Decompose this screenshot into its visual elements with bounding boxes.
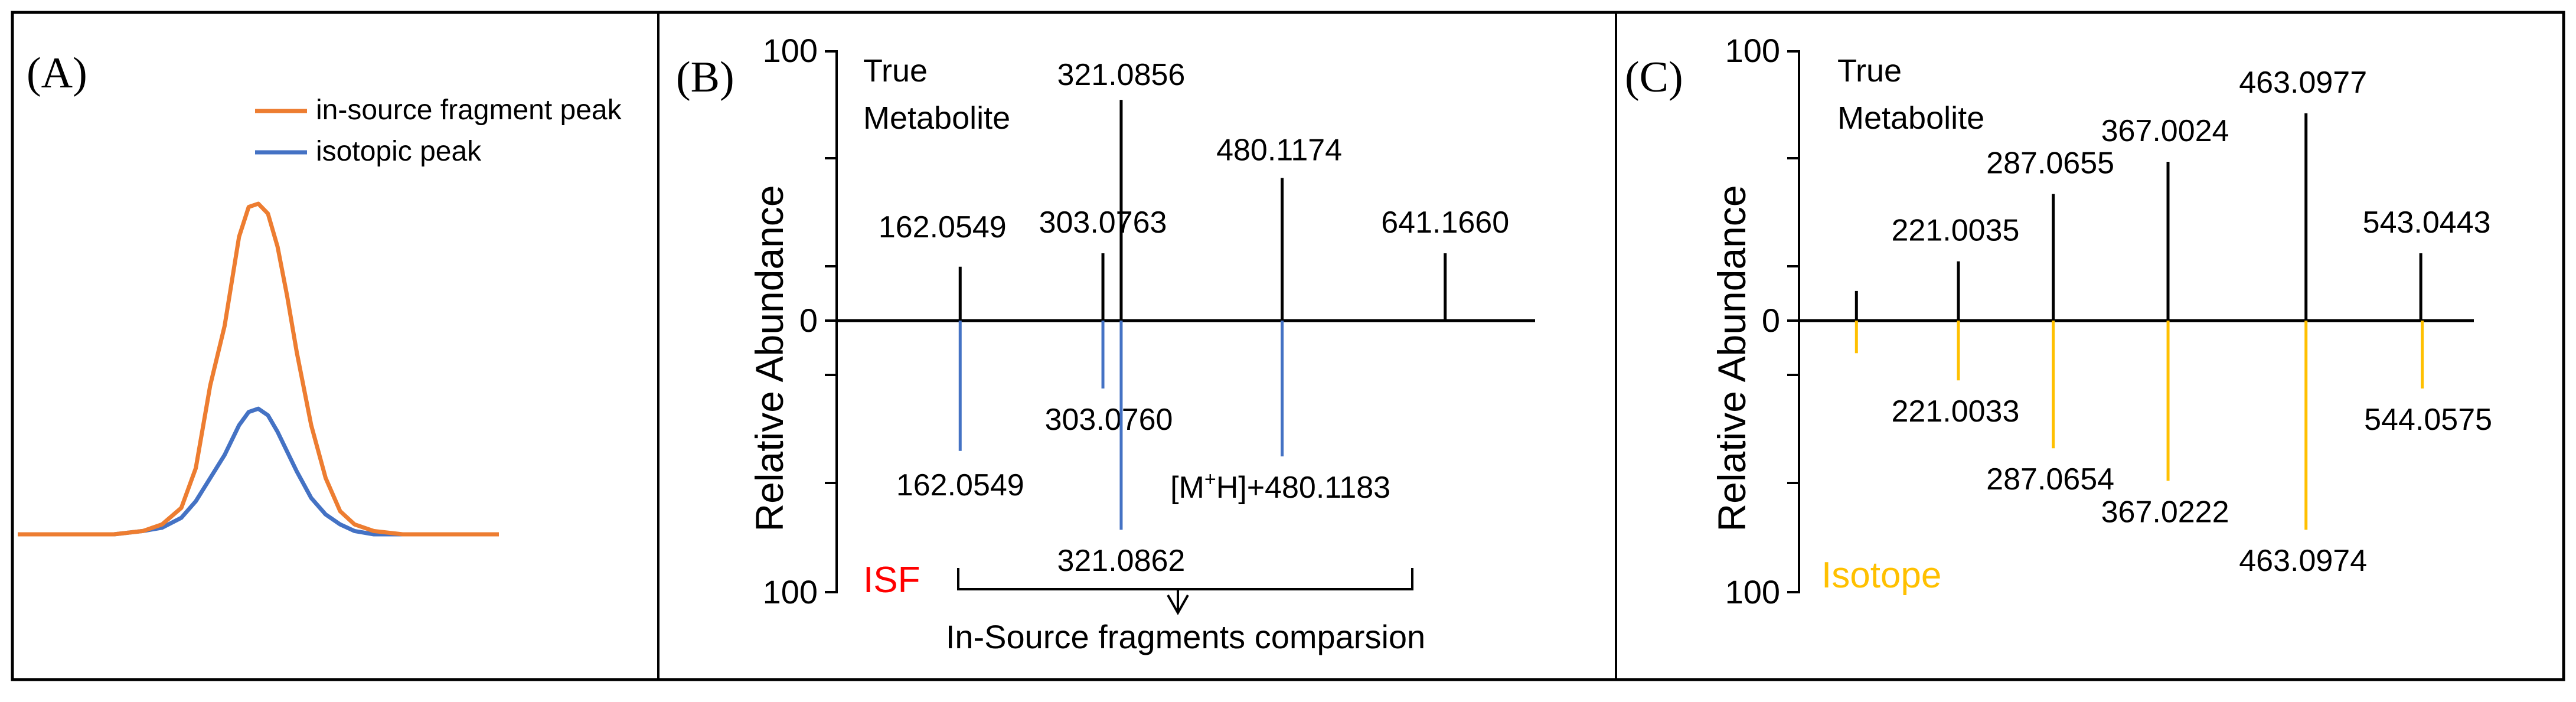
panel-c-tick-label-top: 100 [1725, 32, 1780, 69]
panel-b-y-axis-label: Relative Abundance [747, 185, 791, 531]
panel-c-true-peak-label-4: 463.0977 [2239, 66, 2367, 100]
panel-c-isotope-peak-label-5: 544.0575 [2364, 403, 2492, 437]
panel-c-tick-label-bottom: 100 [1725, 573, 1780, 610]
panel-b-lower-label: ISF [863, 560, 920, 600]
panel-c-tick-label-zero: 0 [1762, 302, 1780, 339]
panel-b-isf-peak-label-2: 321.0862 [1057, 544, 1185, 578]
panel-b-upper-label-line1: True [863, 53, 928, 89]
panel-b-tick-label-top: 100 [763, 32, 818, 69]
series-line-isotopic [18, 406, 499, 537]
panel-c-label: (C) [1625, 53, 1683, 102]
panel-c-true-peak-label-3: 367.0024 [2101, 114, 2229, 148]
figure-frame [11, 11, 2565, 681]
panel-b-peaks: 162.0549 303.0763 321.0856 480.1174 641.1660… [879, 58, 1509, 578]
bracket-line [957, 568, 1413, 590]
panel-b-bracket: In-Source fragments comparsion [946, 568, 1425, 655]
panel-b-true-peak-label-2: 321.0856 [1057, 58, 1185, 92]
panel-c-y-axis-label: Relative Abundance [1710, 185, 1754, 531]
panel-c-upper-label-line1: True [1837, 53, 1902, 89]
panel-b-tick-label-bottom: 100 [763, 573, 818, 610]
panel-a: (A) in-source fragment peak isotopic pea… [18, 49, 622, 537]
panel-b-isf-peak-label-1: 303.0760 [1045, 403, 1173, 437]
panel-b-upper-label: True Metabolite [863, 53, 1010, 136]
panel-c-true-peak-label-5: 543.0443 [2363, 205, 2491, 240]
panel-c-isotope-peak-label-4: 463.0974 [2239, 544, 2367, 578]
panel-c-true-peak-label-1: 221.0035 [1892, 214, 2020, 248]
bracket-label: In-Source fragments comparsion [946, 618, 1425, 655]
panel-b-true-peak-label-1: 303.0763 [1039, 205, 1167, 240]
legend-label-isf: in-source fragment peak [316, 94, 622, 126]
panel-c-upper-label-line2: Metabolite [1837, 100, 1984, 136]
panel-b-true-peak-label-4: 641.1660 [1381, 205, 1509, 240]
panel-b-true-peak-label-3: 480.1174 [1216, 133, 1342, 167]
panel-b-isf-peak-label-0: 162.0549 [896, 468, 1024, 502]
panel-c-isotope-peak-label-1: 221.0033 [1892, 394, 2020, 429]
panel-c: (C) 100 0 100 Relative Abundance True Me… [1625, 32, 2492, 610]
panel-c-true-peak-label-2: 287.0655 [1986, 146, 2114, 181]
panel-b-tick-label-zero: 0 [799, 302, 818, 339]
panel-b: (B) 100 0 100 Relative Abundance True Me… [676, 32, 1535, 655]
panel-b-label: (B) [676, 53, 734, 102]
panel-b-true-peak-label-0: 162.0549 [879, 210, 1007, 244]
panel-c-upper-label: True Metabolite [1837, 53, 1984, 136]
panel-b-isf-peak-label-3: [M+H]+480.1183 [1170, 468, 1390, 505]
panel-c-isotope-peak-label-2: 287.0654 [1986, 462, 2114, 497]
panel-b-upper-label-line2: Metabolite [863, 100, 1010, 136]
panel-a-label: (A) [27, 49, 87, 97]
legend-label-isotopic: isotopic peak [316, 136, 482, 167]
panel-c-lower-label: Isotope [1821, 555, 1941, 596]
series-line-isf [18, 201, 499, 537]
panel-a-legend: in-source fragment peak isotopic peak [255, 94, 622, 167]
panel-c-isotope-peak-label-3: 367.0222 [2101, 495, 2229, 529]
